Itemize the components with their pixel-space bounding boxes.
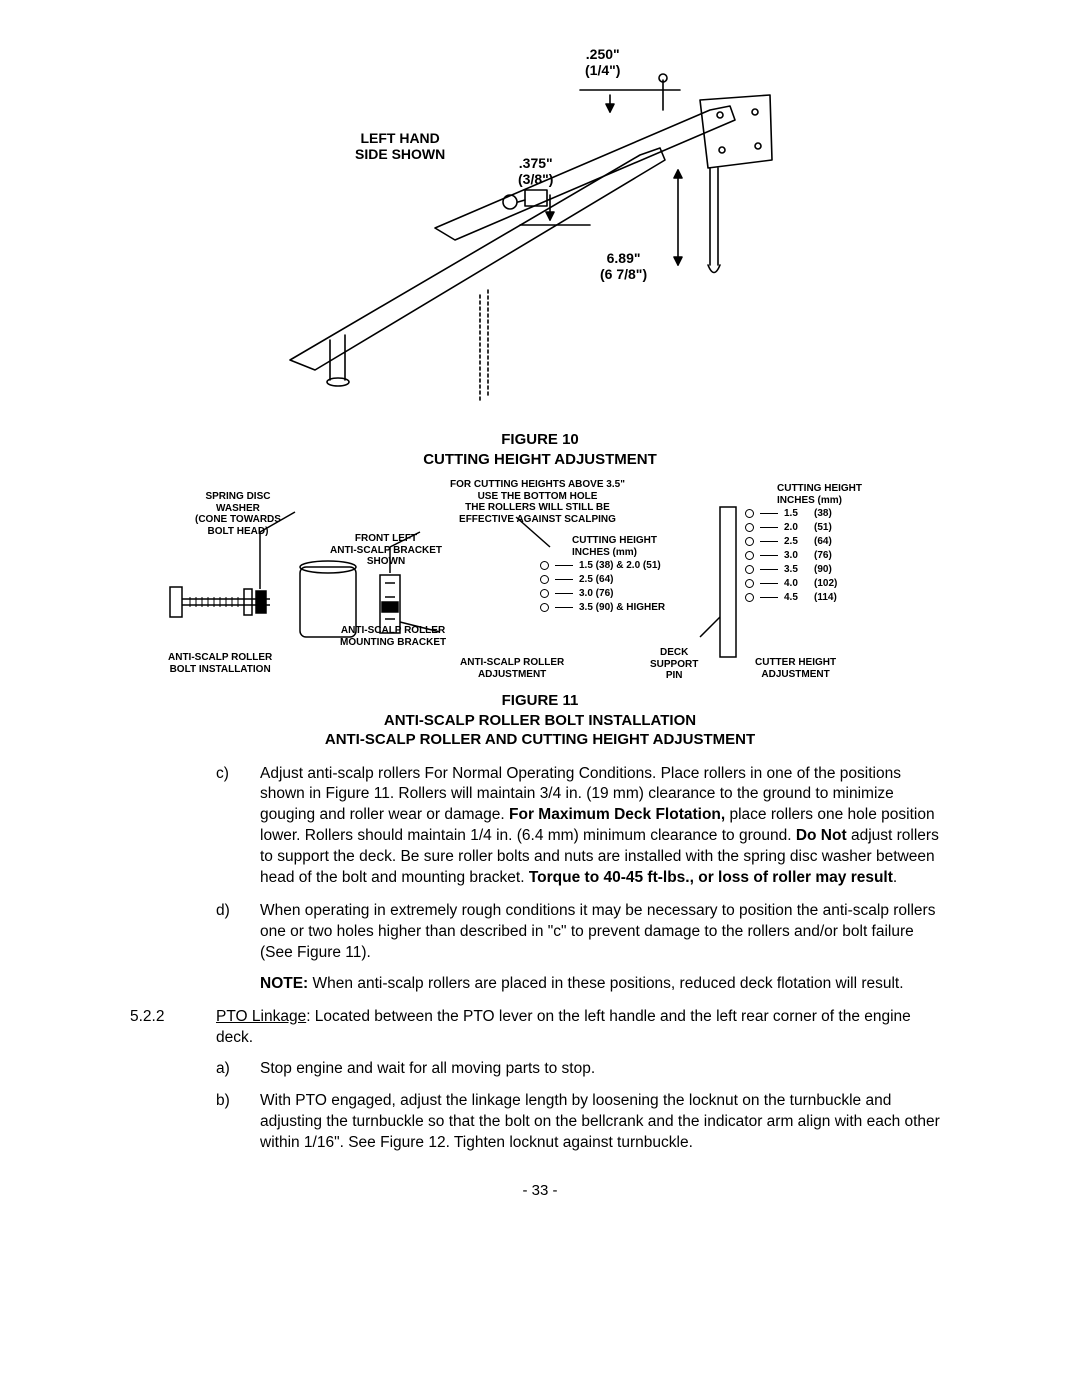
text: (3/8") xyxy=(518,171,553,187)
fig10-dim-689: 6.89" (6 7/8") xyxy=(600,250,647,282)
table-row: 2.5(64) xyxy=(745,536,862,547)
label-roller-adjustment: ANTI-SCALP ROLLER ADJUSTMENT xyxy=(460,657,564,680)
table-row: 3.5(90) xyxy=(745,564,862,575)
item-b: b) With PTO engaged, adjust the linkage … xyxy=(216,1091,950,1154)
item-b-text: With PTO engaged, adjust the linkage len… xyxy=(260,1091,950,1154)
caption-line: ANTI-SCALP ROLLER BOLT INSTALLATION xyxy=(384,712,696,729)
section-number: 5.2.2 xyxy=(130,1007,216,1049)
right-cutting-height-table: CUTTING HEIGHT INCHES (mm) 1.5(38)2.0(51… xyxy=(745,483,862,606)
caption-line: ANTI-SCALP ROLLER AND CUTTING HEIGHT ADJ… xyxy=(325,731,755,748)
figure-10-caption: FIGURE 10 CUTTING HEIGHT ADJUSTMENT xyxy=(130,430,950,469)
fig10-left-hand-label: LEFT HAND SIDE SHOWN xyxy=(355,130,445,162)
text: .375" xyxy=(519,155,553,171)
table-row: 4.0(102) xyxy=(745,578,862,589)
text: .250" xyxy=(586,46,620,62)
text: (6 7/8") xyxy=(600,266,647,282)
item-a-text: Stop engine and wait for all moving part… xyxy=(260,1059,950,1080)
list-marker: a) xyxy=(216,1059,260,1080)
figure-10-diagram: LEFT HAND SIDE SHOWN .250" (1/4") .375" … xyxy=(260,40,820,420)
item-d: d) When operating in extremely rough con… xyxy=(216,901,950,995)
page-number: - 33 - xyxy=(130,1182,950,1199)
table-row: 3.0 (76) xyxy=(540,588,665,599)
label-note: FOR CUTTING HEIGHTS ABOVE 3.5" USE THE B… xyxy=(450,479,625,525)
figure-11-area: SPRING DISC WASHER (CONE TOWARDS BOLT HE… xyxy=(130,477,950,750)
list-marker: c) xyxy=(216,764,260,890)
text: SIDE SHOWN xyxy=(355,146,445,162)
label-bolt-install: ANTI-SCALP ROLLER BOLT INSTALLATION xyxy=(168,652,272,675)
figure-10-area: LEFT HAND SIDE SHOWN .250" (1/4") .375" … xyxy=(130,40,950,469)
label-front-left: FRONT LEFT ANTI-SCALP BRACKET SHOWN xyxy=(330,533,442,568)
table-row: 2.5 (64) xyxy=(540,574,665,585)
fig10-dim-375: .375" (3/8") xyxy=(518,155,553,187)
section-5-2-2: 5.2.2 PTO Linkage: Located between the P… xyxy=(130,1007,950,1049)
item-a: a) Stop engine and wait for all moving p… xyxy=(216,1059,950,1080)
item-d-text: When operating in extremely rough condit… xyxy=(260,901,950,995)
section-text: PTO Linkage: Located between the PTO lev… xyxy=(216,1007,950,1049)
list-marker: d) xyxy=(216,901,260,995)
table-row: 4.5(114) xyxy=(745,592,862,603)
caption-line: CUTTING HEIGHT ADJUSTMENT xyxy=(423,451,657,468)
body-text: c) Adjust anti-scalp rollers For Normal … xyxy=(130,764,950,1155)
figure-10-svg xyxy=(260,40,820,420)
caption-line: FIGURE 11 xyxy=(502,692,579,709)
label-cutter-height: CUTTER HEIGHT ADJUSTMENT xyxy=(755,657,836,680)
caption-line: FIGURE 10 xyxy=(501,431,579,448)
label-mounting-bracket: ANTI-SCALP ROLLER MOUNTING BRACKET xyxy=(340,625,446,648)
table-row: 1.5 (38) & 2.0 (51) xyxy=(540,560,665,571)
text: (1/4") xyxy=(585,62,620,78)
item-c-text: Adjust anti-scalp rollers For Normal Ope… xyxy=(260,764,950,890)
label-spring-disc: SPRING DISC WASHER (CONE TOWARDS BOLT HE… xyxy=(195,491,281,537)
left-cutting-height-table: CUTTING HEIGHT INCHES (mm) 1.5 (38) & 2.… xyxy=(540,535,665,616)
figure-11-diagram: SPRING DISC WASHER (CONE TOWARDS BOLT HE… xyxy=(160,477,920,687)
label-deck-support: DECK SUPPORT PIN xyxy=(650,647,698,682)
text: 6.89" xyxy=(607,250,641,266)
table-row: 2.0(51) xyxy=(745,522,862,533)
list-marker: b) xyxy=(216,1091,260,1154)
fig10-dim-250: .250" (1/4") xyxy=(585,46,620,78)
item-c: c) Adjust anti-scalp rollers For Normal … xyxy=(216,764,950,890)
table-row: 3.5 (90) & HIGHER xyxy=(540,602,665,613)
figure-11-caption: FIGURE 11 ANTI-SCALP ROLLER BOLT INSTALL… xyxy=(130,691,950,750)
table-row: 3.0(76) xyxy=(745,550,862,561)
table-row: 1.5(38) xyxy=(745,508,862,519)
text: LEFT HAND xyxy=(360,130,439,146)
